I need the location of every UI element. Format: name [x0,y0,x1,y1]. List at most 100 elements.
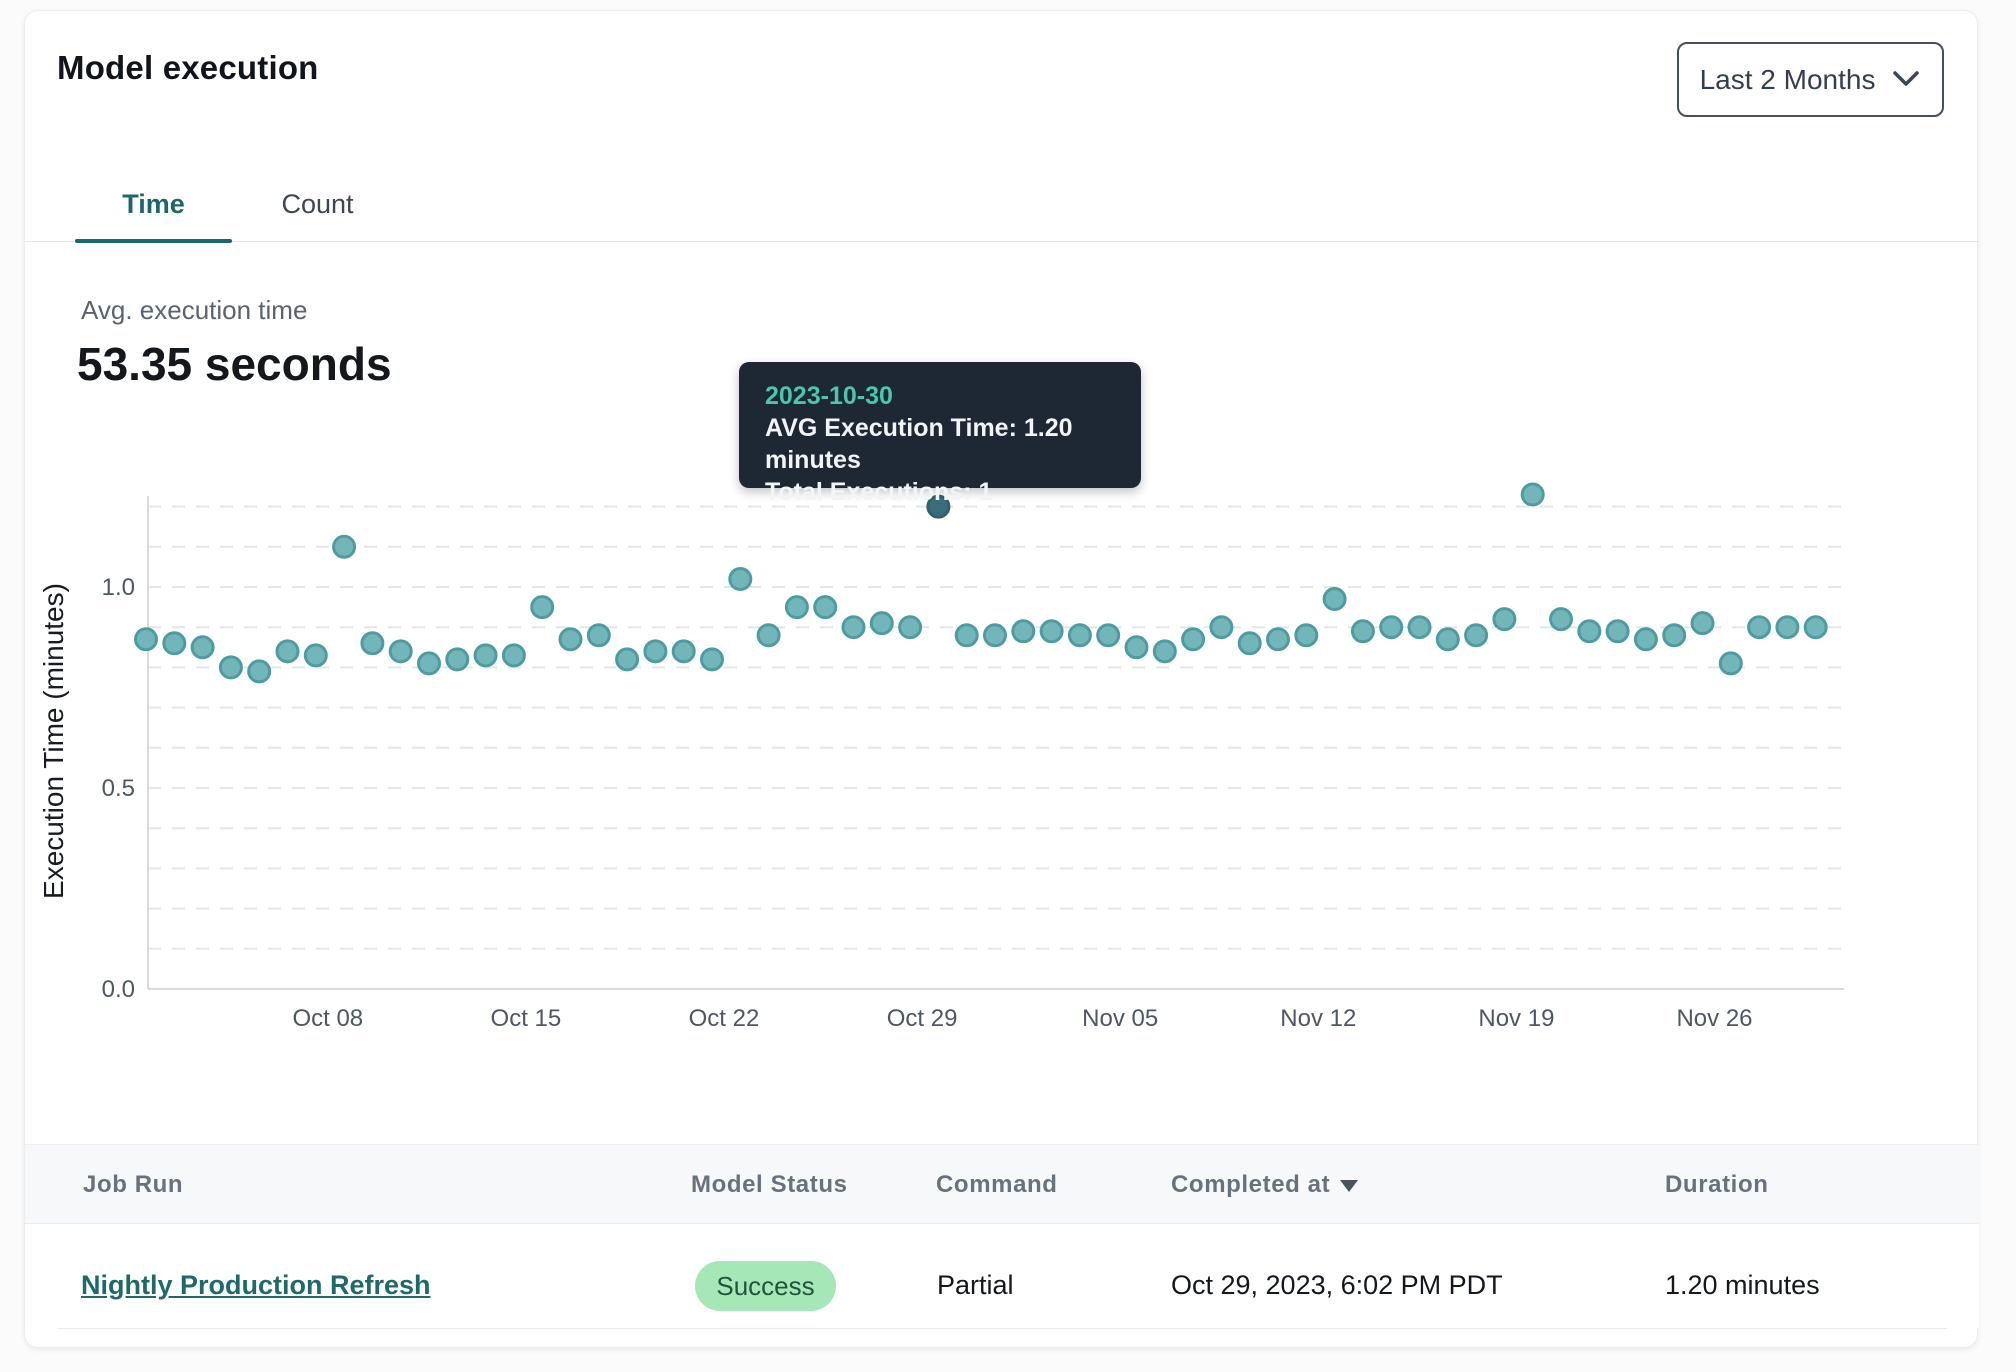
scatter-point[interactable] [1322,587,1347,612]
active-tab-underline [75,239,232,243]
scatter-point[interactable] [190,635,215,660]
scatter-point[interactable] [303,643,328,668]
scatter-point[interactable] [841,615,866,640]
scatter-point[interactable] [1718,651,1743,676]
y-tick-label: 0.5 [102,775,135,802]
scatter-point[interactable] [898,615,923,640]
scatter-point[interactable] [1577,619,1602,644]
completed-at-cell: Oct 29, 2023, 6:02 PM PDT [1171,1270,1503,1300]
x-tick-label: Oct 08 [292,1005,363,1032]
scatter-point[interactable] [1775,615,1800,640]
scatter-point[interactable] [1124,635,1149,660]
scatter-point[interactable] [162,631,187,656]
tooltip-date: 2023-10-30 [765,382,893,410]
y-tick-label: 0.0 [102,976,135,1003]
x-tick-label: Nov 05 [1082,1005,1158,1032]
scatter-point[interactable] [1492,607,1517,632]
status-badge: Success [695,1261,836,1311]
scatter-point[interactable] [1747,615,1772,640]
scatter-point[interactable] [1350,619,1375,644]
scatter-point[interactable] [1605,619,1630,644]
table-header-row: Job Run Model Status Command Completed a… [25,1144,1979,1224]
scatter-point[interactable] [1690,611,1715,636]
x-tick-label: Oct 29 [887,1005,958,1032]
scatter-point[interactable] [1464,623,1489,648]
x-tick-label: Oct 15 [491,1005,562,1032]
scatter-point[interactable] [1803,615,1828,640]
sort-desc-icon[interactable] [1340,1179,1359,1192]
y-axis-title: Execution Time (minutes) [38,583,69,899]
y-tick-label: 1.0 [102,574,135,601]
column-header-duration[interactable]: Duration [1665,1171,1769,1198]
scatter-point[interactable] [247,659,272,684]
scatter-point[interactable] [1379,615,1404,640]
page-title: Model execution [57,49,319,86]
x-tick-label: Nov 19 [1478,1005,1554,1032]
x-tick-label: Nov 12 [1280,1005,1356,1032]
scatter-point[interactable] [728,566,753,591]
tabs-divider [25,241,1979,242]
scatter-point[interactable] [388,639,413,664]
scatter-point[interactable] [1266,627,1290,652]
scatter-point[interactable] [615,647,640,672]
scatter-point[interactable] [530,595,555,620]
scatter-point[interactable] [473,643,498,668]
column-header-model-status[interactable]: Model Status [691,1171,848,1198]
x-tick-label: Nov 26 [1676,1005,1752,1032]
tab-time[interactable]: Time [122,189,185,219]
column-header-command[interactable]: Command [936,1171,1058,1198]
scatter-point[interactable] [1209,615,1234,640]
scatter-point[interactable] [558,627,583,652]
scatter-point[interactable] [1435,627,1460,652]
scatter-point[interactable] [360,631,385,656]
scatter-point[interactable] [218,655,243,680]
scatter-point[interactable] [1520,482,1545,507]
scatter-point[interactable] [1067,623,1092,648]
kpi-value: 53.35 seconds [77,338,392,390]
scatter-point[interactable] [275,639,300,664]
column-header-job-run[interactable]: Job Run [83,1171,184,1198]
scatter-point[interactable] [700,647,724,672]
x-tick-label: Oct 22 [689,1005,760,1032]
scatter-point[interactable] [586,623,611,648]
scatter-point[interactable] [332,534,357,559]
scatter-point[interactable] [1633,627,1658,652]
scatter-point[interactable] [954,623,979,648]
scatter-point[interactable] [1152,639,1177,664]
command-cell: Partial [937,1270,1014,1300]
date-range-dropdown[interactable]: Last 2 Months [1677,42,1944,117]
scatter-point[interactable] [869,611,894,636]
scatter-point[interactable] [813,595,838,620]
scatter-point[interactable] [756,623,781,648]
scatter-point[interactable] [1011,619,1036,644]
scatter-point[interactable] [1662,623,1687,648]
scatter-point[interactable] [1294,623,1319,648]
scatter-point[interactable] [1407,615,1432,640]
table-row: Nightly Production Refresh Success Parti… [25,1224,1979,1328]
scatter-point[interactable] [784,595,809,620]
model-execution-card: Model execution Last 2 Months Time Count… [24,10,1979,1348]
scatter-point[interactable] [1237,631,1262,656]
job-run-link[interactable]: Nightly Production Refresh [81,1270,431,1300]
chart-tooltip: 2023-10-30 AVG Execution Time: 1.20 minu… [739,362,1141,506]
scatter-point[interactable] [417,651,441,676]
tab-count[interactable]: Count [281,189,354,219]
column-header-completed-at[interactable]: Completed at [1171,1171,1359,1199]
scatter-point-selected[interactable] [926,494,951,519]
row-divider [57,1328,1947,1329]
scatter-point[interactable] [671,639,696,664]
scatter-point[interactable] [1096,623,1121,648]
scatter-point[interactable] [1181,627,1206,652]
chevron-down-icon [1891,64,1921,96]
completed-at-label: Completed at [1171,1171,1331,1198]
scatter-point[interactable] [134,627,158,652]
scatter-point[interactable] [445,647,470,672]
scatter-point[interactable] [501,643,526,668]
scatter-point[interactable] [1039,619,1064,644]
tooltip-avg-execution: AVG Execution Time: 1.20 minutes [765,414,1073,474]
scatter-point[interactable] [1549,607,1573,632]
tooltip-total-executions: Total Executions: 1 [765,478,993,506]
scatter-point[interactable] [643,639,668,664]
scatter-point[interactable] [983,623,1007,648]
duration-cell: 1.20 minutes [1665,1270,1820,1300]
